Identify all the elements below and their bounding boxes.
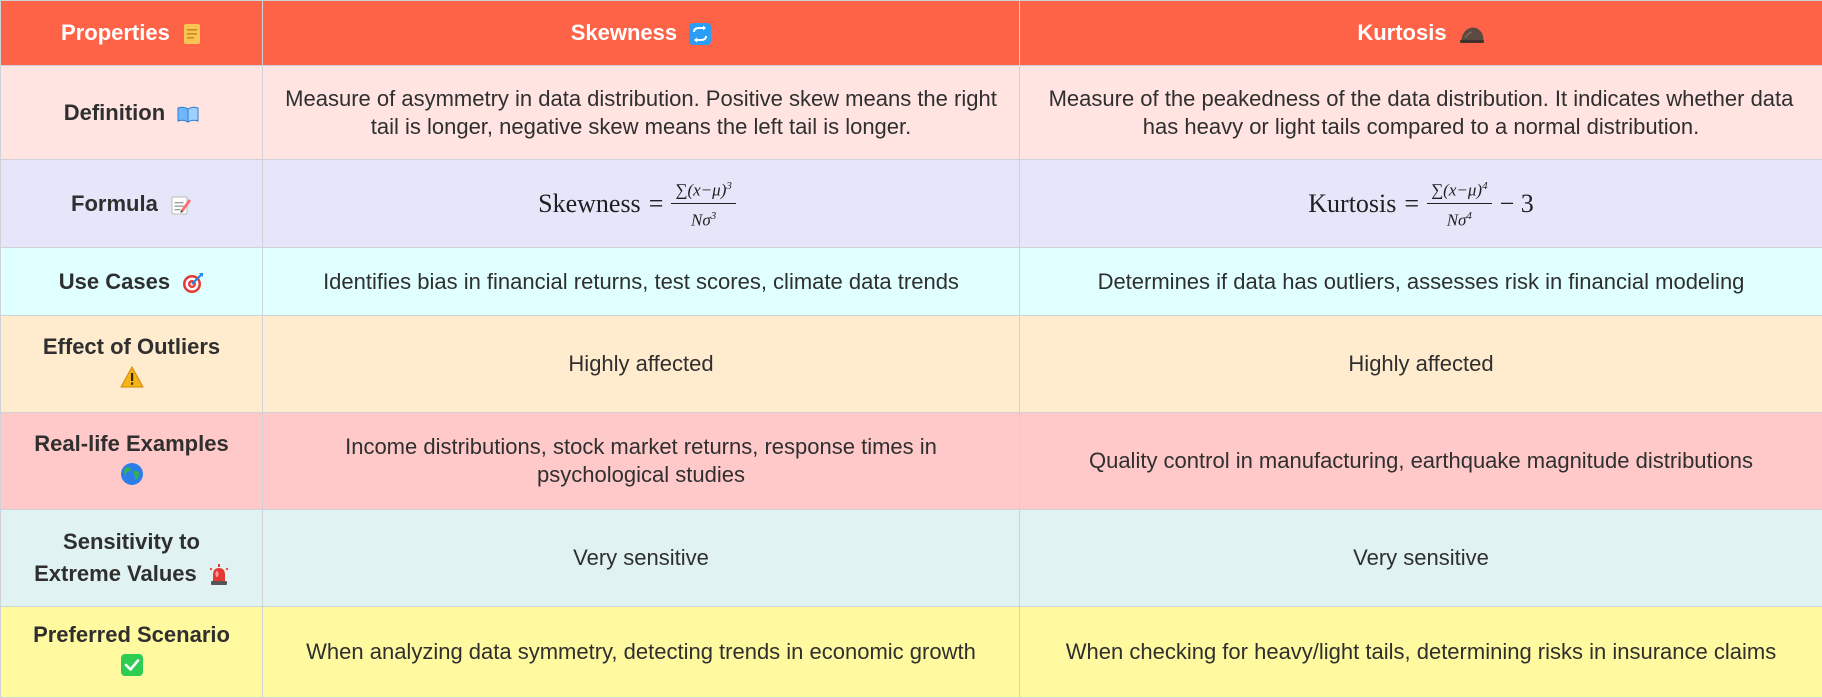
formula-equals: =: [649, 190, 664, 218]
row-label-text: Sensitivity to Extreme Values: [34, 529, 200, 586]
formula-numerator: ∑(x−μ)3: [671, 176, 736, 204]
row-label-effect-of-outliers: Effect of Outliers: [1, 316, 263, 413]
skewness-formula: Skewness = ∑(x−μ)3 Nσ3: [538, 176, 744, 230]
header-kurtosis: Kurtosis: [1020, 1, 1822, 66]
cell-kurtosis-effect-of-outliers: Highly affected: [1020, 316, 1822, 413]
header-skewness: Skewness: [263, 1, 1020, 66]
row-sensitivity: Sensitivity to Extreme Values Very sensi…: [1, 510, 1822, 607]
cell-kurtosis-formula: Kurtosis = ∑(x−μ)4 Nσ4 − 3: [1020, 160, 1822, 248]
warning-icon: [120, 365, 144, 397]
row-label-use-cases: Use Cases: [1, 248, 263, 316]
formula-numerator-power: 3: [726, 180, 732, 192]
row-label-real-life-examples: Real-life Examples: [1, 413, 263, 510]
row-preferred-scenario: Preferred Scenario When analyzing data s…: [1, 607, 1822, 698]
row-label-formula: Formula: [1, 160, 263, 248]
formula-fraction: ∑(x−μ)3 Nσ3: [671, 176, 736, 230]
row-label-text: Definition: [64, 100, 165, 125]
book-icon: [177, 105, 199, 123]
formula-numerator-text: ∑(x−μ): [1431, 181, 1482, 200]
row-real-life-examples: Real-life Examples Income distributions,…: [1, 413, 1822, 510]
cell-kurtosis-use-cases: Determines if data has outliers, assesse…: [1020, 248, 1822, 316]
formula-suffix: − 3: [1500, 190, 1534, 218]
formula-name: Skewness: [538, 190, 641, 218]
row-definition: Definition Measure of asymmetry in data …: [1, 66, 1822, 160]
memo-icon: [170, 194, 192, 216]
header-skewness-label: Skewness: [571, 20, 677, 45]
row-use-cases: Use Cases Identifies bias in financial r…: [1, 248, 1822, 316]
siren-icon: [209, 564, 229, 586]
kurtosis-formula: Kurtosis = ∑(x−μ)4 Nσ4 − 3: [1308, 176, 1533, 230]
row-label-text: Effect of Outliers: [43, 334, 220, 359]
cell-skewness-use-cases: Identifies bias in financial returns, te…: [263, 248, 1020, 316]
formula-fraction: ∑(x−μ)4 Nσ4: [1427, 176, 1492, 230]
table-header: Properties Skewness: [1, 1, 1822, 66]
header-properties: Properties: [1, 1, 263, 66]
cell-skewness-effect-of-outliers: Highly affected: [263, 316, 1020, 413]
row-label-text: Formula: [71, 191, 158, 216]
formula-numerator-power: 4: [1482, 180, 1488, 192]
row-label-text: Use Cases: [59, 269, 170, 294]
target-icon: [182, 272, 204, 294]
row-formula: Formula Skewness =: [1, 160, 1822, 248]
cell-kurtosis-preferred-scenario: When checking for heavy/light tails, det…: [1020, 607, 1822, 698]
cell-skewness-formula: Skewness = ∑(x−μ)3 Nσ3: [263, 160, 1020, 248]
formula-denominator: Nσ4: [1443, 204, 1476, 231]
check-box-icon: [120, 653, 144, 686]
formula-denominator-power: 4: [1466, 210, 1472, 222]
formula-denominator: Nσ3: [687, 204, 720, 231]
cell-kurtosis-real-life-examples: Quality control in manufacturing, earthq…: [1020, 413, 1822, 510]
formula-numerator: ∑(x−μ)4: [1427, 176, 1492, 204]
row-label-sensitivity: Sensitivity to Extreme Values: [1, 510, 263, 607]
header-properties-label: Properties: [61, 20, 170, 45]
cell-kurtosis-sensitivity: Very sensitive: [1020, 510, 1822, 607]
cell-skewness-definition: Measure of asymmetry in data distributio…: [263, 66, 1020, 160]
formula-denominator-text: Nσ: [691, 211, 711, 230]
formula-denominator-text: Nσ: [1447, 211, 1467, 230]
row-label-text: Real-life Examples: [34, 431, 228, 456]
cell-skewness-sensitivity: Very sensitive: [263, 510, 1020, 607]
repeat-arrows-icon: [689, 23, 711, 45]
rock-icon: [1459, 24, 1485, 44]
row-effect-of-outliers: Effect of Outliers Highly affected Highl…: [1, 316, 1822, 413]
header-kurtosis-label: Kurtosis: [1357, 20, 1446, 45]
cell-skewness-preferred-scenario: When analyzing data symmetry, detecting …: [263, 607, 1020, 698]
cell-kurtosis-definition: Measure of the peakedness of the data di…: [1020, 66, 1822, 160]
row-label-text: Preferred Scenario: [33, 622, 230, 647]
formula-name: Kurtosis: [1308, 190, 1396, 218]
row-label-definition: Definition: [1, 66, 263, 160]
formula-numerator-text: ∑(x−μ): [675, 181, 726, 200]
cell-skewness-real-life-examples: Income distributions, stock market retur…: [263, 413, 1020, 510]
globe-icon: [120, 462, 144, 495]
formula-denominator-power: 3: [711, 210, 717, 222]
row-label-preferred-scenario: Preferred Scenario: [1, 607, 263, 698]
page-icon: [182, 23, 202, 45]
formula-equals: =: [1404, 190, 1419, 218]
